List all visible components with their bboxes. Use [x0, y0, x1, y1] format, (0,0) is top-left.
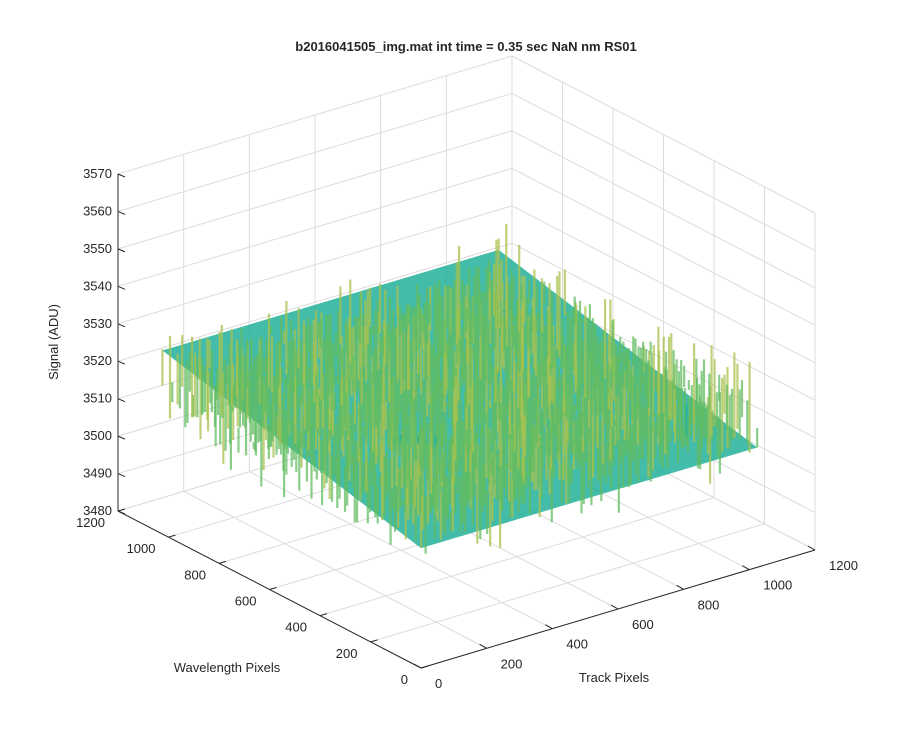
y-tick-label: 400: [285, 620, 307, 635]
gridline-back-left-z: [117, 205, 513, 325]
gridline-back-left-z: [117, 167, 513, 287]
y-tick-label: 600: [235, 594, 257, 609]
gridline-back-left-z: [117, 92, 513, 212]
gridline-back-left-z: [117, 130, 513, 250]
y-tick-label: 1200: [76, 515, 105, 530]
gridline-back-left-z: [117, 242, 513, 362]
y-tick-label: 200: [336, 646, 358, 661]
y-axis-label: Wavelength Pixels: [174, 660, 281, 675]
z-axis-label: Signal (ADU): [46, 304, 61, 380]
y-tick-mark: [269, 587, 277, 590]
x-tick-mark: [479, 643, 487, 649]
z-tick-mark: [117, 210, 126, 215]
z-tick-mark: [117, 510, 126, 515]
x-tick-label: 0: [435, 676, 442, 691]
y-tick-label: 1000: [127, 541, 156, 556]
y-tick-label: 0: [401, 672, 408, 687]
z-tick-label: 3520: [83, 353, 112, 368]
gridline-back-right-z: [511, 55, 816, 214]
x-tick-mark: [742, 565, 750, 571]
z-tick-mark: [117, 435, 126, 440]
gridline-back-right-z: [511, 205, 816, 364]
x-tick-mark: [545, 624, 553, 630]
x-tick-label: 400: [566, 637, 588, 652]
z-tick-mark: [117, 173, 126, 178]
x-tick-mark: [610, 604, 619, 610]
z-tick-label: 3500: [83, 428, 112, 443]
z-tick-label: 3480: [83, 503, 112, 518]
z-tick-label: 3550: [83, 241, 112, 256]
y-tick-mark: [218, 560, 227, 564]
z-tick-mark: [117, 360, 126, 365]
z-tick-label: 3570: [83, 166, 112, 181]
z-tick-label: 3530: [83, 316, 112, 331]
gridline-back-right-z: [511, 130, 816, 289]
x-tick-label: 200: [501, 656, 523, 671]
y-tick-mark: [420, 665, 429, 669]
gridline-back-right-z: [511, 93, 816, 251]
y-tick-mark: [117, 508, 126, 512]
x-tick-label: 1200: [829, 558, 858, 573]
gridline-back-right-z: [511, 242, 816, 401]
x-tick-mark: [413, 663, 422, 669]
z-tick-mark: [117, 323, 126, 328]
chart-title: b2016041505_img.mat int time = 0.35 sec …: [295, 39, 636, 54]
x-tick-label: 1000: [763, 578, 792, 593]
z-tick-mark: [117, 285, 126, 290]
gridline-floor-y: [370, 523, 765, 643]
x-tick-mark: [676, 584, 684, 590]
x-tick-label: 600: [632, 617, 654, 632]
gridline-floor-y: [319, 497, 715, 617]
z-tick-mark: [117, 248, 126, 253]
y-tick-mark: [319, 613, 328, 617]
tick-layer: 3480 3490 3500 3510 3520 3530 3540 3550 3560 3570…: [76, 166, 858, 691]
x-axis-label: Track Pixels: [579, 670, 650, 685]
z-tick-label: 3560: [83, 203, 112, 218]
gridline-back-left-z: [117, 55, 513, 175]
surface: [161, 223, 759, 554]
z-tick-mark: [117, 473, 126, 478]
z-tick-mark: [117, 398, 126, 403]
x-tick-label: 800: [698, 597, 720, 612]
z-tick-label: 3490: [83, 466, 112, 481]
x-tick-mark: [807, 545, 816, 551]
y-tick-mark: [168, 534, 176, 538]
y-tick-label: 800: [184, 567, 206, 582]
z-tick-label: 3540: [83, 278, 112, 293]
gridline-back-right-z: [511, 167, 816, 326]
z-tick-label: 3510: [83, 391, 112, 406]
y-tick-mark: [370, 639, 378, 643]
